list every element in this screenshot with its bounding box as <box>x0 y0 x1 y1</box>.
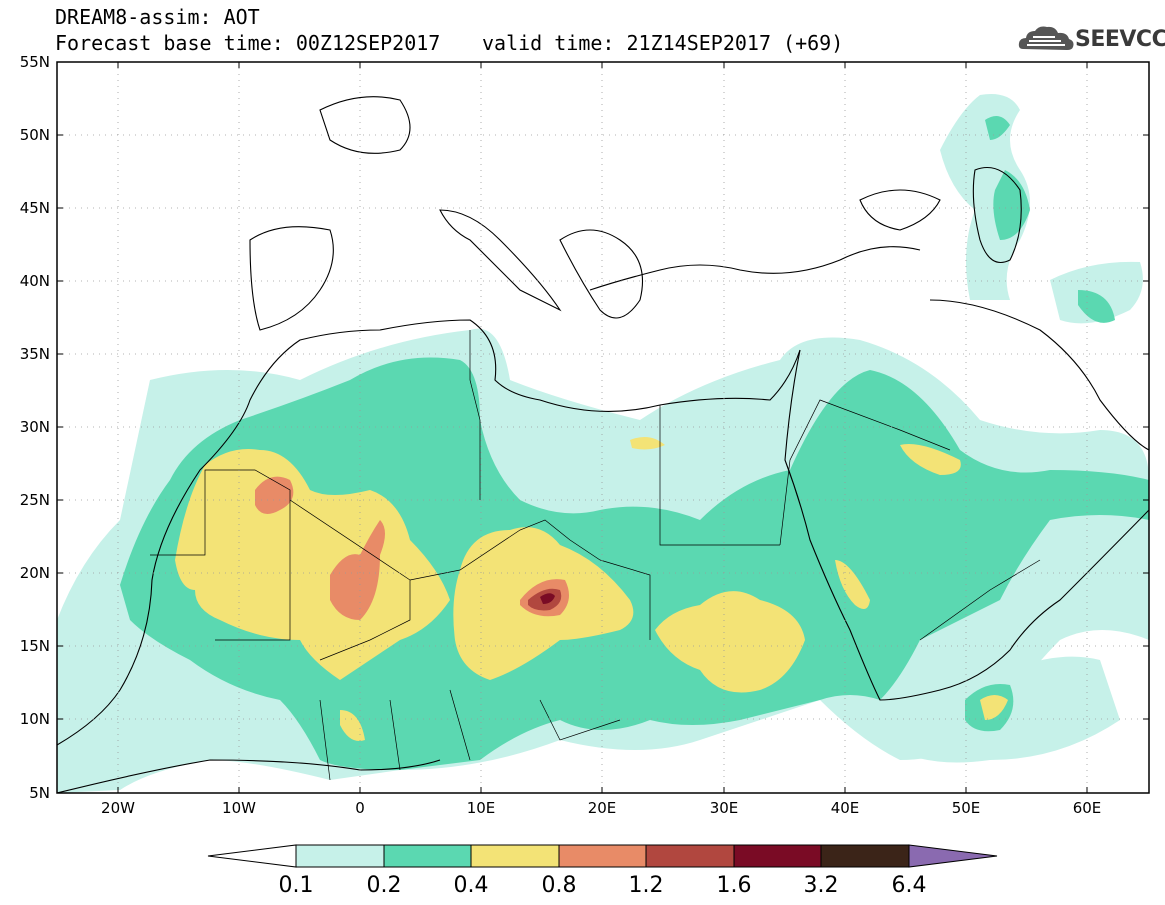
lat-label: 35N <box>19 345 50 363</box>
colorbar-label: 0.8 <box>541 873 577 898</box>
lat-label: 20N <box>19 564 50 582</box>
lon-label: 30E <box>709 799 739 817</box>
map-title: DREAM8-assim: AOT <box>55 5 260 29</box>
logo-text: SEEVCCC <box>1075 27 1165 52</box>
aot-level-0-2 <box>985 116 1115 323</box>
lat-label: 30N <box>19 418 50 436</box>
colorbar-segment <box>908 844 998 868</box>
aot-level-0-4 <box>340 436 1008 741</box>
map-frame <box>56 61 1150 794</box>
colorbar-segment <box>295 844 385 868</box>
lon-label: 10E <box>466 799 496 817</box>
graticule <box>57 62 1149 793</box>
lat-label: 50N <box>19 126 50 144</box>
country-borders <box>150 330 1041 781</box>
seevccc-logo: SEEVCCC <box>1017 23 1165 57</box>
colorbar-label: 0.2 <box>366 873 402 898</box>
colorbar-label: 1.6 <box>716 873 752 898</box>
cloud-icon <box>1018 26 1074 50</box>
valid-time: valid time: 21Z14SEP2017 (+69) <box>482 31 844 55</box>
aot-level-1-6 <box>540 593 555 604</box>
lon-label: 20W <box>101 799 135 817</box>
colorbar-segment <box>645 844 735 868</box>
aot-level-0-1 <box>1050 261 1143 324</box>
colorbar-label: 3.2 <box>803 873 839 898</box>
lat-label: 55N <box>19 53 50 71</box>
aot-level-0-1 <box>940 94 1030 300</box>
colorbar <box>207 844 998 868</box>
colorbar-segment <box>733 844 822 868</box>
colorbar-segment <box>558 844 647 868</box>
colorbar-label: 1.2 <box>628 873 664 898</box>
colorbar-label: 0.4 <box>453 873 489 898</box>
colorbar-label: 6.4 <box>891 873 927 898</box>
lon-label: 40E <box>830 799 860 817</box>
lat-label: 10N <box>19 710 50 728</box>
colorbar-segment <box>820 844 910 868</box>
forecast-base-time: Forecast base time: 00Z12SEP2017 <box>55 31 441 55</box>
lon-label: 0 <box>355 799 365 817</box>
lon-label: 20E <box>587 799 617 817</box>
lon-label: 60E <box>1072 799 1102 817</box>
aot-level-0-4 <box>175 449 450 680</box>
aot-level-0-8 <box>255 476 569 620</box>
lon-label: 50E <box>951 799 981 817</box>
axis-ticks <box>57 61 1149 794</box>
lon-label: 10W <box>222 799 256 817</box>
colorbar-label: 0.1 <box>278 873 314 898</box>
lat-label: 5N <box>29 784 50 802</box>
lat-label: 25N <box>19 491 50 509</box>
lat-label: 15N <box>19 637 50 655</box>
colorbar-segment <box>207 844 297 868</box>
aot-level-0-4 <box>655 591 805 693</box>
aot-level-0-2 <box>120 357 1149 770</box>
colorbar-segment <box>383 844 472 868</box>
lat-label: 45N <box>19 199 50 217</box>
lat-label: 40N <box>19 272 50 290</box>
colorbar-segment <box>470 844 560 868</box>
